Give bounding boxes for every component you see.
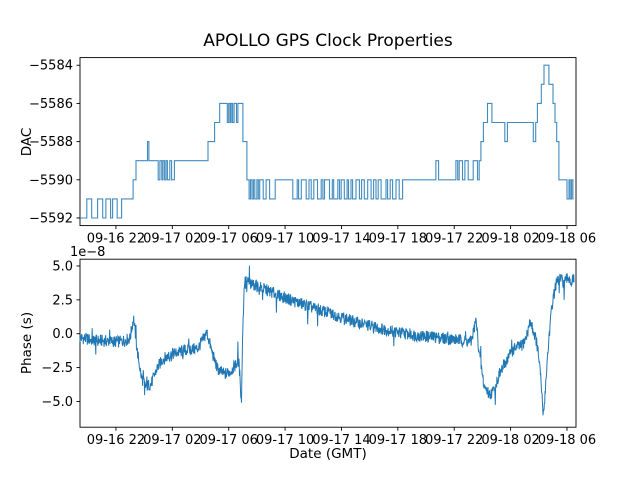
x-tick-label: 09-16 22 [87, 232, 145, 247]
x-tick-label: 09-17 18 [369, 433, 427, 448]
axes-frame [79, 258, 577, 428]
y-tick-label: −5584 [29, 59, 73, 74]
y-tick-label: −5.0 [41, 395, 73, 410]
x-tick-label: 09-17 02 [143, 433, 201, 448]
x-tick-label: 09-17 18 [369, 232, 427, 247]
x-tick-label: 09-17 10 [256, 433, 314, 448]
y-tick-label: 0.0 [52, 327, 73, 342]
y-tick-label: −2.5 [41, 361, 73, 376]
x-tick-label: 09-18 02 [481, 433, 539, 448]
x-tick-label: 09-17 14 [312, 433, 370, 448]
phase-line [79, 265, 575, 416]
y-tick-labels: −5584 −5586 −5588 −5590 −5592 [29, 59, 80, 226]
x-tick-label: 09-18 02 [481, 232, 539, 247]
dac-line [80, 64, 574, 219]
axes-frame [79, 57, 577, 227]
y-tick-label: 5.0 [52, 259, 73, 274]
y-tick-label: −5588 [29, 135, 73, 150]
x-tick-label: 09-17 10 [256, 232, 314, 247]
y-tick-labels: 5.0 2.5 0.0 −2.5 −5.0 [41, 259, 80, 410]
x-tick-label: 09-17 14 [312, 232, 370, 247]
x-tick-label: 09-17 06 [199, 232, 257, 247]
x-tick-label: 09-17 02 [143, 232, 201, 247]
x-tick-label: 09-17 22 [425, 433, 483, 448]
x-tick-label: 09-18 06 [538, 232, 596, 247]
x-tick-label: 09-18 06 [538, 433, 596, 448]
y-tick-label: 2.5 [52, 293, 73, 308]
x-axis-label: Date (GMT) [289, 446, 367, 462]
y-tick-label: −5592 [29, 211, 73, 226]
x-tick-label: 09-16 22 [87, 433, 145, 448]
y-tick-label: −5590 [29, 173, 73, 188]
x-tick-label: 09-17 22 [425, 232, 483, 247]
y-tick-label: −5586 [29, 97, 73, 112]
phase-offset-label: 1e−8 [70, 245, 106, 260]
figure-title: APOLLO GPS Clock Properties [203, 31, 453, 51]
x-tick-label: 09-17 06 [199, 433, 257, 448]
